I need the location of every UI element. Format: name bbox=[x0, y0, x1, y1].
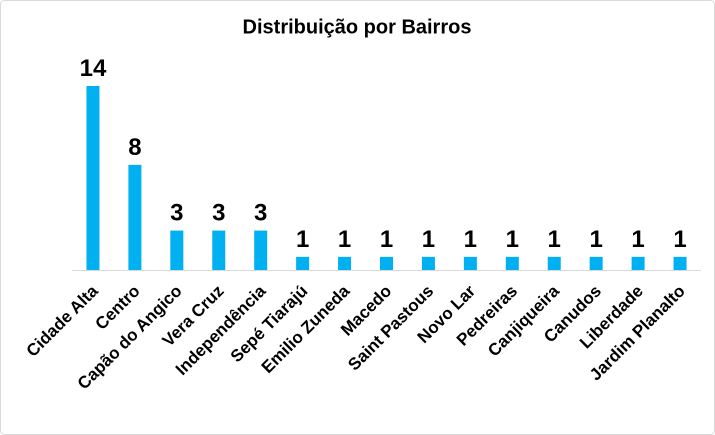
bar bbox=[128, 164, 142, 270]
data-label: 1 bbox=[422, 226, 435, 253]
bar bbox=[547, 256, 561, 270]
bar bbox=[463, 256, 477, 270]
data-label: 1 bbox=[380, 226, 393, 253]
data-label: 1 bbox=[296, 226, 309, 253]
data-label: 3 bbox=[254, 200, 267, 227]
data-label: 1 bbox=[673, 226, 686, 253]
bar bbox=[421, 256, 435, 270]
bar bbox=[212, 230, 226, 270]
data-label: 8 bbox=[128, 134, 141, 161]
data-label: 1 bbox=[338, 226, 351, 253]
bar bbox=[170, 230, 184, 270]
bar bbox=[254, 230, 268, 270]
data-label: 1 bbox=[631, 226, 644, 253]
data-label: 3 bbox=[170, 200, 183, 227]
data-label: 14 bbox=[80, 55, 107, 82]
bar bbox=[631, 256, 645, 270]
bar bbox=[338, 256, 352, 270]
bar bbox=[86, 86, 100, 270]
bar bbox=[296, 256, 310, 270]
chart-title: Distribuição por Bairros bbox=[243, 16, 472, 38]
data-label: 1 bbox=[464, 226, 477, 253]
bar bbox=[589, 256, 603, 270]
bar bbox=[673, 256, 687, 270]
data-label: 3 bbox=[212, 200, 225, 227]
data-label: 1 bbox=[506, 226, 519, 253]
data-label: 1 bbox=[589, 226, 602, 253]
data-label: 1 bbox=[548, 226, 561, 253]
bar bbox=[380, 256, 393, 270]
bar bbox=[505, 256, 519, 270]
